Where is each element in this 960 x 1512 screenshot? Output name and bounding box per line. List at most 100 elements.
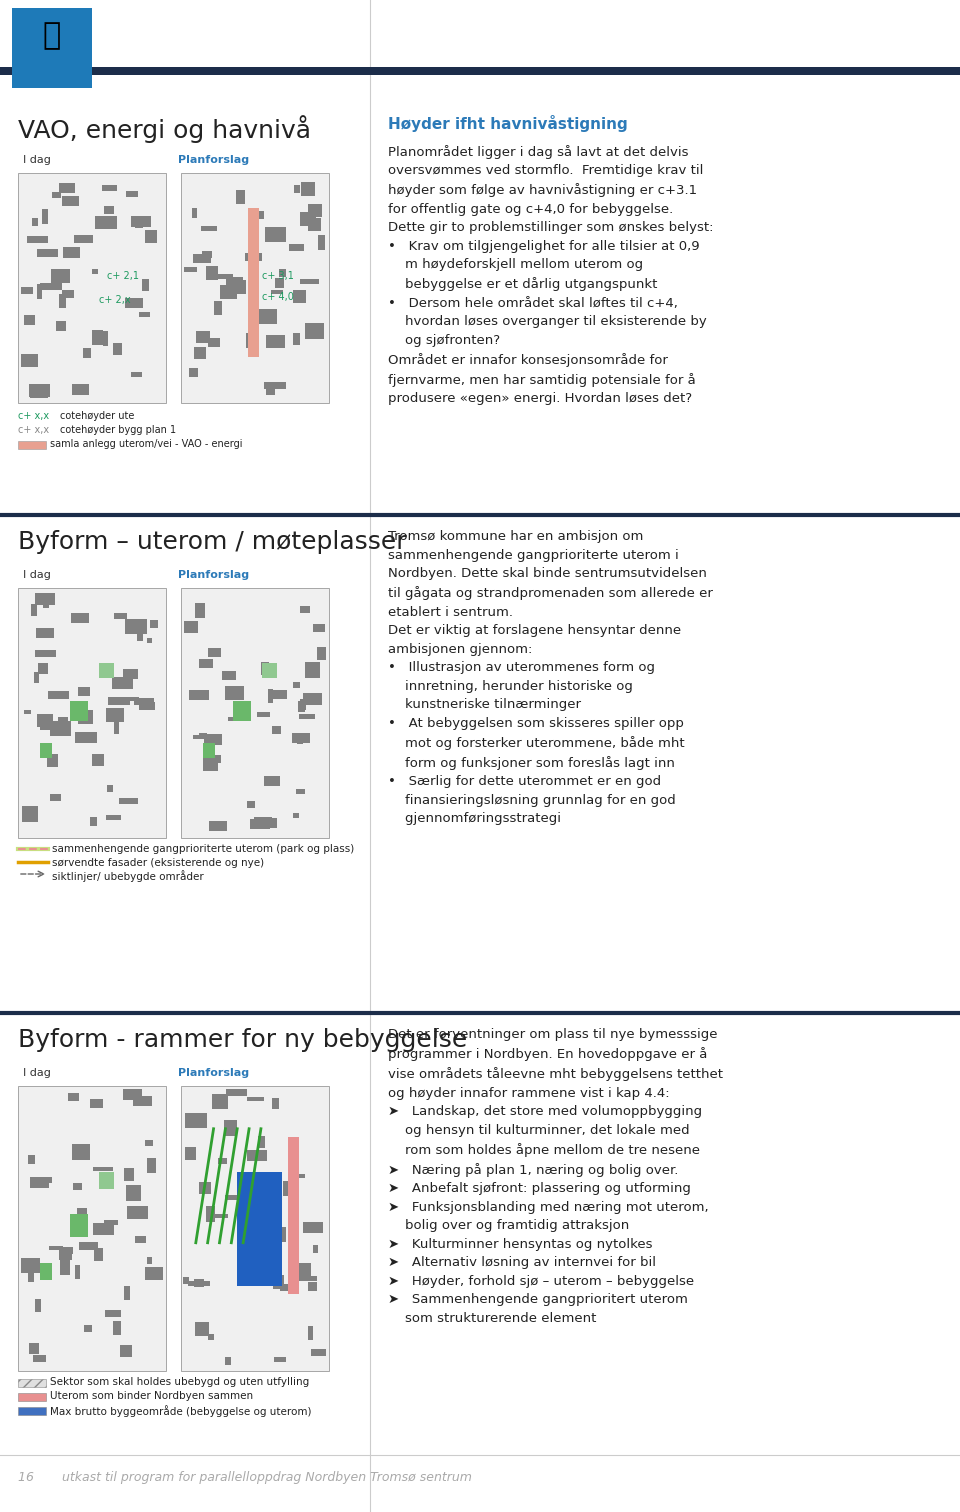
Bar <box>90 816 97 827</box>
Bar <box>120 1344 132 1358</box>
Bar <box>248 1096 264 1101</box>
Bar <box>36 714 53 727</box>
Bar <box>213 1099 228 1104</box>
Bar <box>237 1172 281 1285</box>
Bar <box>145 1267 162 1281</box>
Bar <box>265 227 286 242</box>
Bar <box>233 700 251 721</box>
Bar <box>39 720 50 730</box>
Bar <box>127 192 137 197</box>
Bar <box>207 647 221 656</box>
Bar <box>209 821 228 832</box>
Bar <box>225 685 244 700</box>
Bar <box>206 1207 215 1222</box>
Bar <box>274 1358 286 1362</box>
Bar <box>205 266 219 280</box>
Bar <box>33 218 38 225</box>
Bar <box>60 183 75 194</box>
Bar <box>36 650 56 658</box>
Bar <box>183 1278 189 1284</box>
Bar <box>18 1393 46 1402</box>
Bar <box>293 812 299 818</box>
Bar <box>40 1263 52 1279</box>
Bar <box>70 700 87 721</box>
Text: c+ x,x: c+ x,x <box>18 411 49 420</box>
Bar <box>138 702 156 711</box>
Bar <box>226 1089 247 1096</box>
Bar <box>279 269 286 277</box>
Bar <box>276 278 284 287</box>
Bar <box>300 606 310 612</box>
Bar <box>100 1172 114 1188</box>
Text: I dag: I dag <box>23 570 51 581</box>
Text: Planforslag: Planforslag <box>178 156 250 165</box>
Text: Tromsø kommune har en ambisjon om
sammenhengende gangprioriterte uterom i
Nordby: Tromsø kommune har en ambisjon om sammen… <box>388 531 713 826</box>
Bar <box>134 1237 146 1243</box>
Bar <box>185 1113 206 1128</box>
Bar <box>370 67 960 76</box>
Bar <box>150 620 158 627</box>
Bar <box>224 1120 237 1136</box>
Text: cotehøyder ute: cotehøyder ute <box>60 411 134 420</box>
Bar <box>226 1194 240 1201</box>
Text: sørvendte fasader (eksisterende og nye): sørvendte fasader (eksisterende og nye) <box>52 857 264 868</box>
Bar <box>46 1176 52 1184</box>
Text: cotehøyder bygg plan 1: cotehøyder bygg plan 1 <box>60 425 176 435</box>
Bar <box>235 189 246 204</box>
Bar <box>181 172 329 404</box>
Bar <box>114 612 127 618</box>
Bar <box>35 1299 41 1312</box>
Bar <box>303 692 323 706</box>
Bar <box>201 225 217 231</box>
Bar <box>128 1207 148 1219</box>
Bar <box>0 67 370 76</box>
Bar <box>264 383 286 389</box>
Bar <box>181 588 329 838</box>
Bar <box>36 284 42 299</box>
Bar <box>188 1281 210 1287</box>
Bar <box>266 384 275 395</box>
Bar <box>193 735 205 739</box>
Bar <box>125 298 143 308</box>
Bar <box>204 756 218 771</box>
Bar <box>113 1321 121 1335</box>
Bar <box>124 1169 134 1181</box>
Bar <box>208 339 220 348</box>
Bar <box>288 1137 300 1294</box>
Bar <box>293 682 300 688</box>
Bar <box>196 1321 208 1337</box>
Bar <box>181 1086 329 1371</box>
Bar <box>226 277 243 287</box>
Bar <box>200 1182 210 1193</box>
Bar <box>103 331 108 346</box>
Bar <box>294 1263 311 1279</box>
Bar <box>71 614 88 623</box>
Bar <box>21 354 37 367</box>
Bar <box>212 1095 228 1110</box>
Bar <box>56 321 66 331</box>
Bar <box>31 603 37 615</box>
Bar <box>102 184 117 191</box>
Bar <box>313 1244 319 1252</box>
Bar <box>246 253 262 262</box>
Bar <box>31 392 48 399</box>
Bar <box>317 647 325 659</box>
Text: samla anlegg uterom/vei - VAO - energi: samla anlegg uterom/vei - VAO - energi <box>50 438 243 449</box>
Bar <box>200 733 206 738</box>
Bar <box>297 741 303 744</box>
Bar <box>223 671 235 680</box>
Bar <box>94 1249 103 1261</box>
Bar <box>220 284 236 298</box>
Bar <box>72 384 89 395</box>
Bar <box>248 801 254 807</box>
Text: Høyder ifht havnivåstigning: Høyder ifht havnivåstigning <box>388 115 628 132</box>
Bar <box>185 1148 197 1160</box>
Bar <box>130 697 139 702</box>
Text: Planforslag: Planforslag <box>178 570 250 581</box>
Text: VAO, energi og havnivå: VAO, energi og havnivå <box>18 115 311 144</box>
Bar <box>125 618 147 634</box>
Bar <box>308 1282 317 1291</box>
Bar <box>18 1408 46 1415</box>
Bar <box>106 815 121 821</box>
Bar <box>147 1256 153 1264</box>
